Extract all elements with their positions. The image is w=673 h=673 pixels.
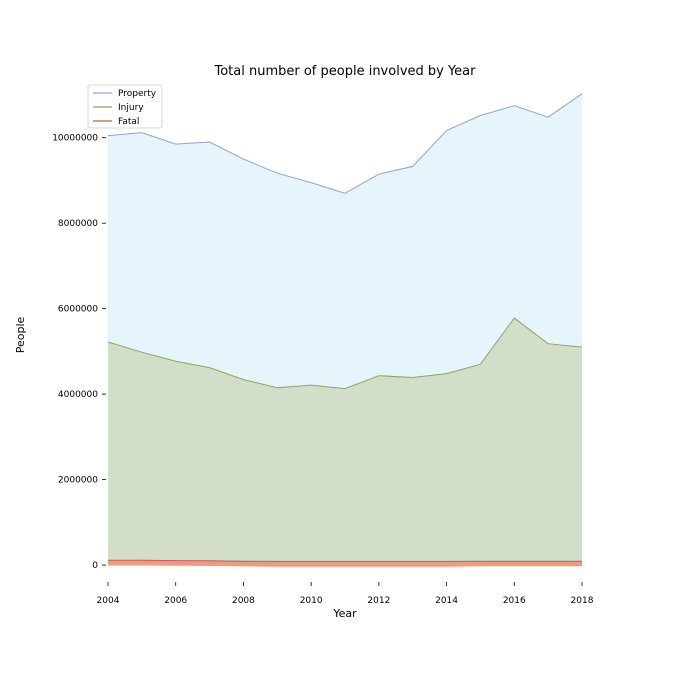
x-tick-label: 2010 [300,596,323,606]
legend-label-fatal: Fatal [118,117,139,127]
y-tick-label: 0 [92,561,98,571]
x-tick-label: 2016 [503,596,526,606]
y-tick-label: 8000000 [58,219,98,229]
x-tick-label: 2014 [435,596,458,606]
injury-area [108,318,582,565]
y-axis-label: People [14,316,27,353]
legend: Property Injury Fatal [87,84,163,129]
x-tick-label: 2008 [232,596,255,606]
fatal-area [108,560,582,567]
plot-area [107,93,583,567]
chart-title: Total number of people involved by Year [213,64,476,79]
legend-box [87,84,163,129]
y-axis: 0 2000000 4000000 6000000 8000000 10000000 [52,134,106,571]
legend-label-property: Property [118,89,157,99]
x-tick-label: 2004 [97,596,120,606]
legend-label-injury: Injury [118,103,144,113]
fatal-line [108,559,582,562]
x-tick-label: 2018 [571,596,594,606]
x-axis-label: Year [332,607,357,620]
x-axis: 2004 2006 2008 2010 2012 2014 2016 2018 [97,582,594,606]
injury-line [107,317,583,390]
y-tick-label: 10000000 [52,134,98,144]
y-tick-label: 6000000 [58,305,98,315]
y-tick-label: 4000000 [58,390,98,400]
x-tick-label: 2012 [367,596,390,606]
y-tick-label: 2000000 [58,476,98,486]
property-line [107,93,583,194]
x-tick-label: 2006 [164,596,187,606]
